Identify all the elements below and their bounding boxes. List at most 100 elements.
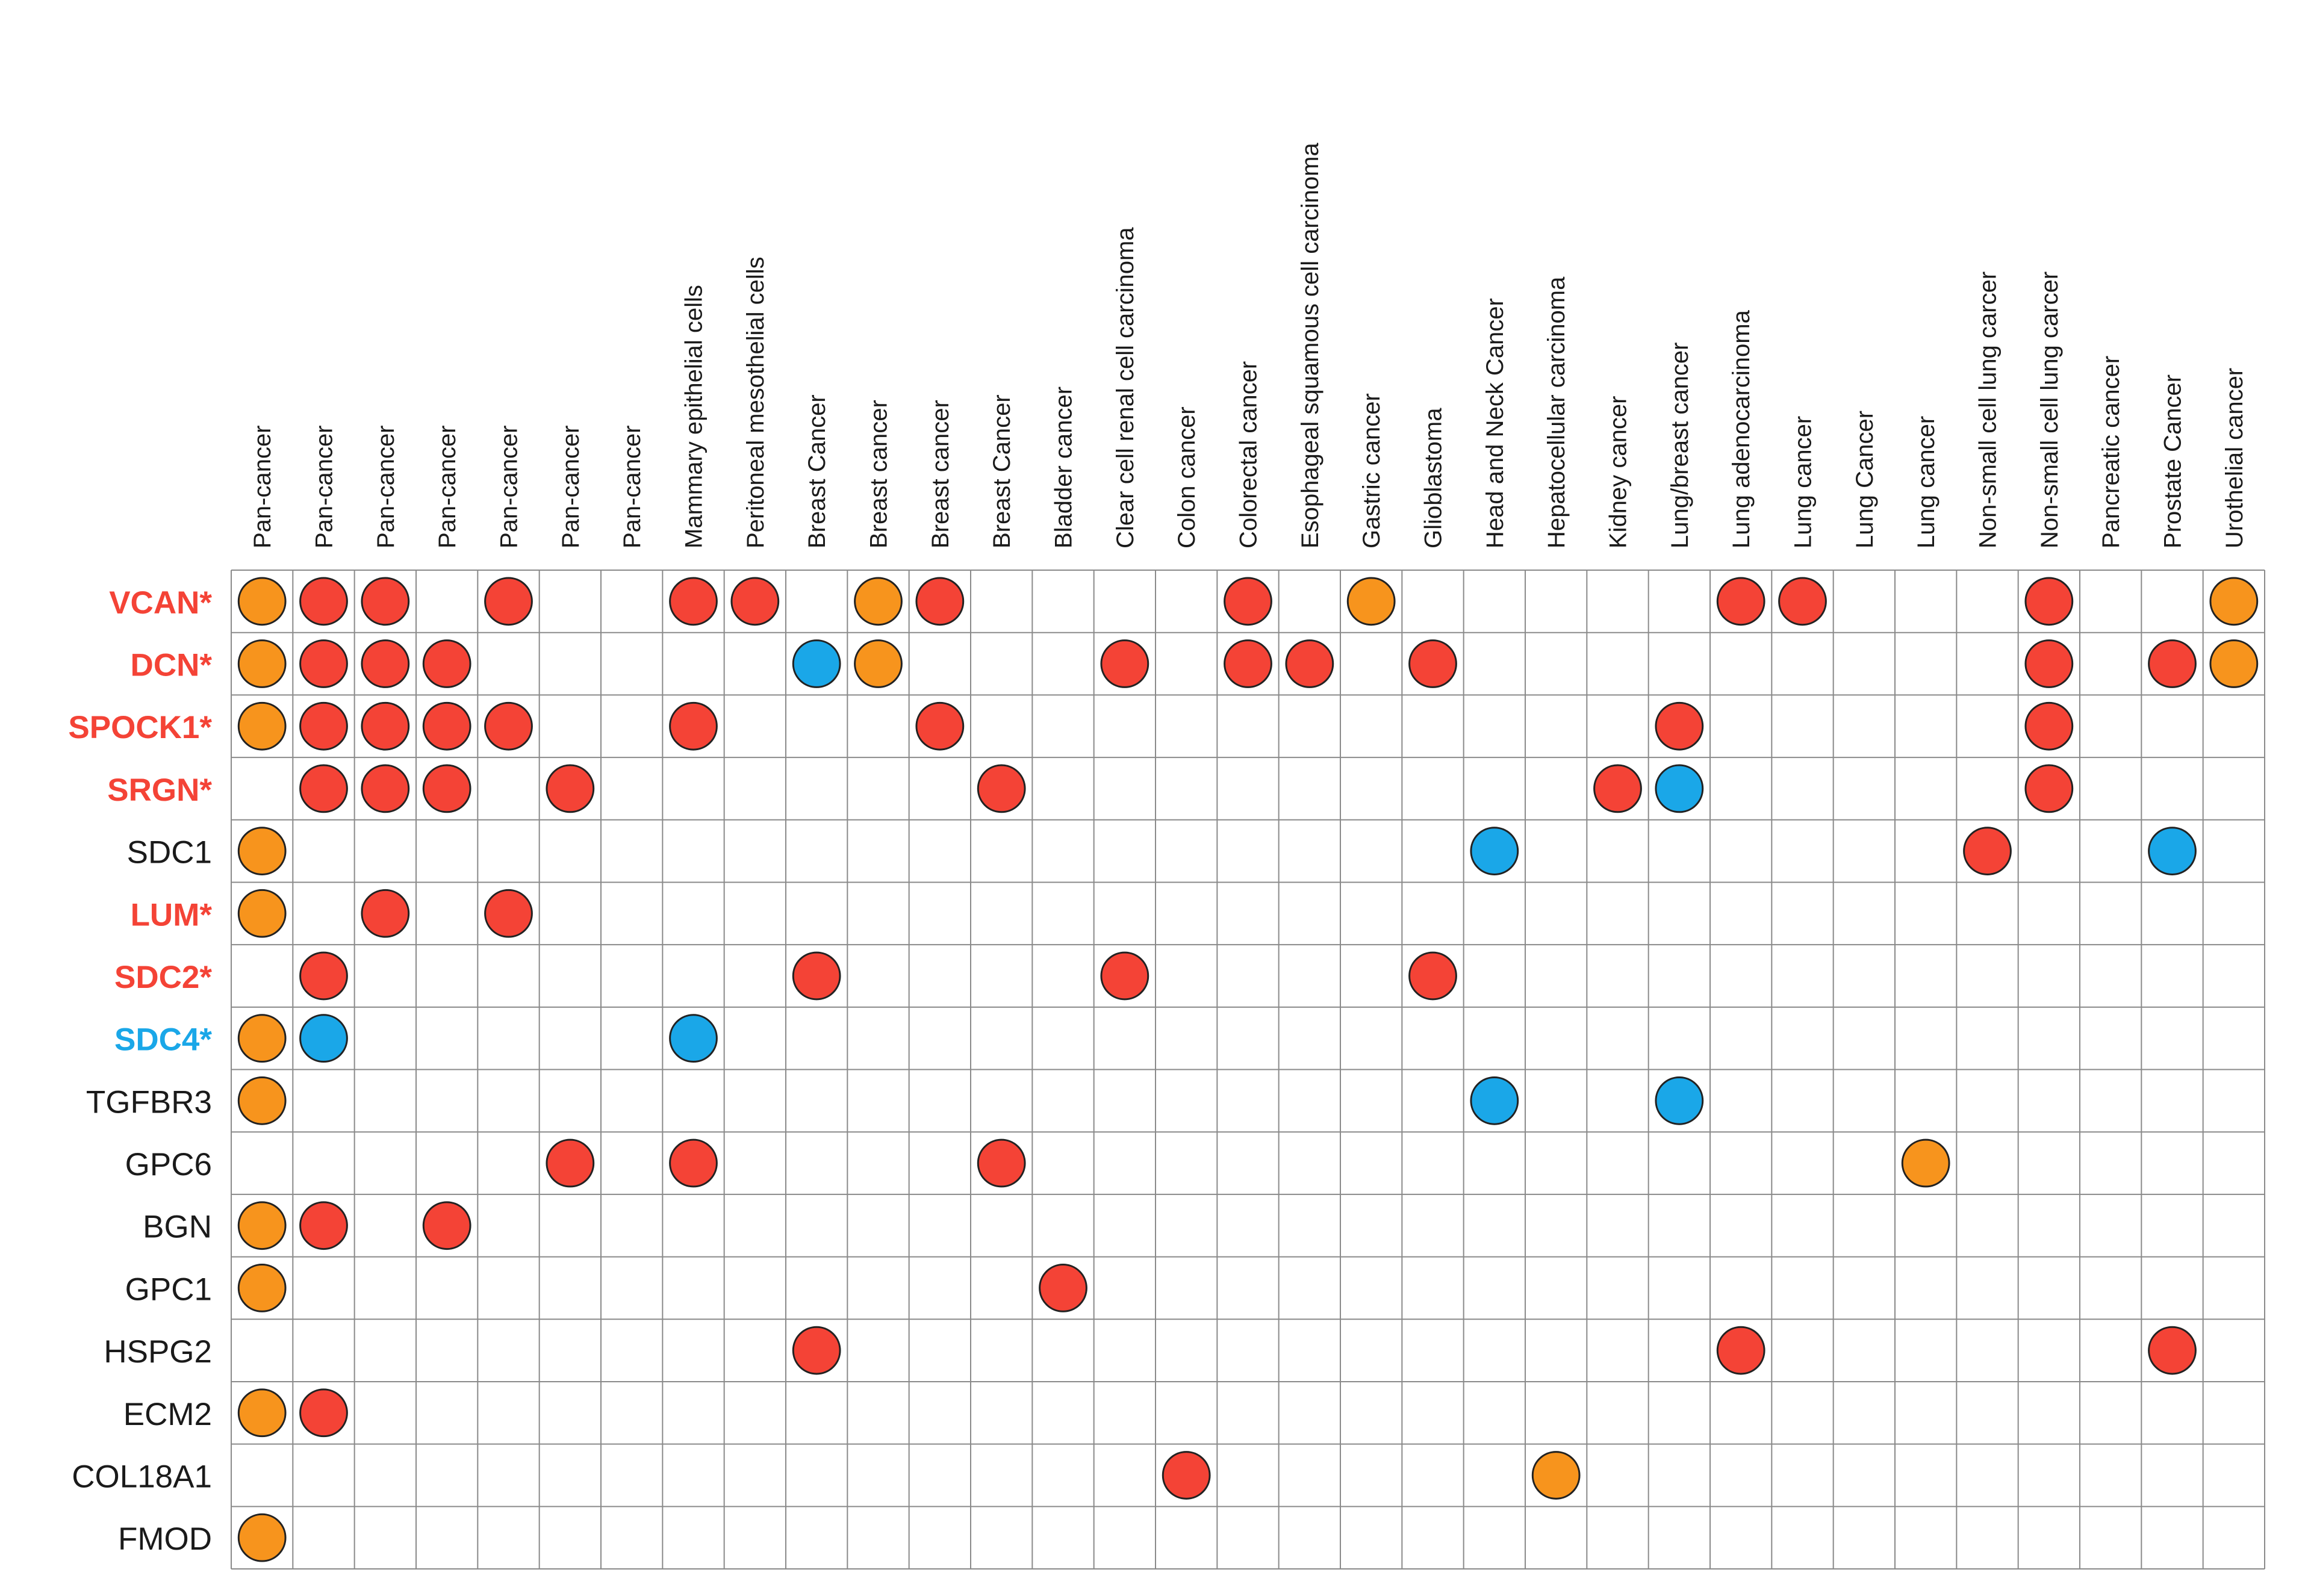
data-point-marker	[2024, 639, 2074, 688]
column-label: Lung Cancer	[1852, 411, 1878, 548]
row-label: GPC1	[125, 1272, 212, 1307]
data-point-marker	[977, 1138, 1026, 1188]
data-point-marker	[915, 701, 965, 751]
data-point-marker	[237, 1264, 287, 1312]
data-point-marker	[237, 1201, 287, 1250]
column-label: Lung/breast cancer	[1667, 343, 1693, 548]
data-point-marker	[361, 889, 410, 938]
data-point-marker	[854, 577, 903, 626]
row-label: DCN*	[131, 648, 213, 683]
column-label: Colon cancer	[1174, 406, 1200, 548]
data-point-marker	[484, 577, 533, 626]
column-label: Breast cancer	[866, 400, 892, 548]
column-label: Breast cancer	[927, 400, 954, 548]
markers	[237, 577, 2259, 1562]
data-point-marker	[1224, 639, 1272, 688]
data-point-marker	[422, 639, 471, 688]
grid-layer	[231, 570, 2265, 1570]
data-point-marker	[1224, 577, 1272, 626]
data-point-marker	[1100, 639, 1149, 688]
data-point-marker	[237, 1388, 287, 1438]
data-point-marker	[299, 1014, 348, 1063]
column-labels: Pan-cancer Pan-cancer Pan-cancer Pan-cancer…	[249, 143, 2248, 548]
data-point-marker	[1531, 1451, 1581, 1500]
data-point-marker	[237, 1076, 287, 1125]
data-point-marker	[299, 639, 348, 688]
column-label: Pan-cancer	[311, 425, 338, 548]
column-label: Clear cell renal cell carcinoma	[1112, 227, 1139, 548]
data-point-marker	[546, 764, 595, 813]
data-point-marker	[2148, 827, 2197, 875]
column-label: Bladder cancer	[1051, 387, 1077, 548]
data-point-marker	[1470, 827, 1519, 875]
row-label: HSPG2	[104, 1334, 212, 1370]
column-label: Urothelial cancer	[2221, 368, 2248, 548]
data-point-marker	[669, 1014, 718, 1063]
data-point-marker	[2209, 577, 2259, 626]
data-point-marker	[1716, 577, 1765, 626]
data-point-marker	[299, 1388, 348, 1438]
data-point-marker	[237, 889, 287, 938]
column-label: Breast Cancer	[804, 394, 830, 548]
column-label: Hepatocellular carcinoma	[1543, 276, 1570, 548]
column-label: Head and Neck Cancer	[1482, 298, 1508, 548]
column-label: Lung cancer	[1790, 416, 1817, 548]
data-point-marker	[1285, 639, 1334, 688]
data-point-marker	[1100, 951, 1149, 1001]
data-point-marker	[2024, 701, 2074, 751]
data-point-marker	[1901, 1138, 1950, 1188]
data-point-marker	[2209, 639, 2259, 688]
data-point-marker	[792, 951, 841, 1001]
column-label: Kidney cancer	[1605, 396, 1632, 548]
column-label: Colorectal cancer	[1236, 361, 1262, 548]
data-point-marker	[2024, 577, 2074, 626]
row-label: SPOCK1*	[68, 710, 212, 745]
data-point-marker	[669, 577, 718, 626]
data-point-marker	[669, 701, 718, 751]
data-point-marker	[2148, 1326, 2197, 1375]
data-point-marker	[484, 889, 533, 938]
row-label: TGFBR3	[86, 1084, 212, 1120]
column-label: Peritoneal mesothelial cells	[742, 256, 769, 548]
data-point-marker	[361, 577, 410, 626]
column-label: Lung cancer	[1913, 416, 1939, 548]
data-point-marker	[299, 764, 348, 813]
column-label: Lung adenocarcinoma	[1728, 309, 1755, 548]
data-point-marker	[977, 764, 1026, 813]
data-point-marker	[854, 639, 903, 688]
data-point-marker	[1162, 1451, 1211, 1500]
row-label: SRGN*	[107, 772, 212, 808]
data-point-marker	[361, 764, 410, 813]
row-label: SDC4*	[114, 1022, 212, 1058]
column-label: Glioblastoma	[1420, 408, 1447, 548]
row-label: ECM2	[123, 1397, 212, 1432]
column-label: Pan-cancer	[496, 425, 523, 548]
data-point-marker	[299, 701, 348, 751]
row-label: SDC2*	[114, 960, 212, 995]
data-point-marker	[1655, 701, 1704, 751]
column-label: Esophageal squamous cell carcinoma	[1297, 143, 1324, 548]
data-point-marker	[546, 1138, 595, 1188]
data-point-marker	[237, 827, 287, 875]
data-point-marker	[237, 1513, 287, 1562]
column-label: Breast Cancer	[989, 394, 1015, 548]
row-label: BGN	[143, 1209, 212, 1245]
data-point-marker	[237, 701, 287, 751]
row-label: SDC1	[127, 835, 212, 871]
data-point-marker	[361, 639, 410, 688]
data-point-marker	[484, 701, 533, 751]
column-label: Pan-cancer	[558, 425, 584, 548]
row-label: LUM*	[131, 897, 213, 933]
column-label: Non-small cell lung carcer	[2036, 272, 2063, 548]
column-label: Non-small cell lung carcer	[1975, 272, 2002, 548]
row-label: COL18A1	[72, 1459, 212, 1494]
row-label: GPC6	[125, 1147, 212, 1182]
data-point-marker	[792, 639, 841, 688]
data-point-marker	[1470, 1076, 1519, 1125]
column-label: Gastric cancer	[1358, 393, 1385, 548]
column-label: Pan-cancer	[373, 425, 399, 548]
data-point-marker	[669, 1138, 718, 1188]
data-point-marker	[1593, 764, 1642, 813]
data-point-marker	[2024, 764, 2074, 813]
data-point-marker	[915, 577, 965, 626]
